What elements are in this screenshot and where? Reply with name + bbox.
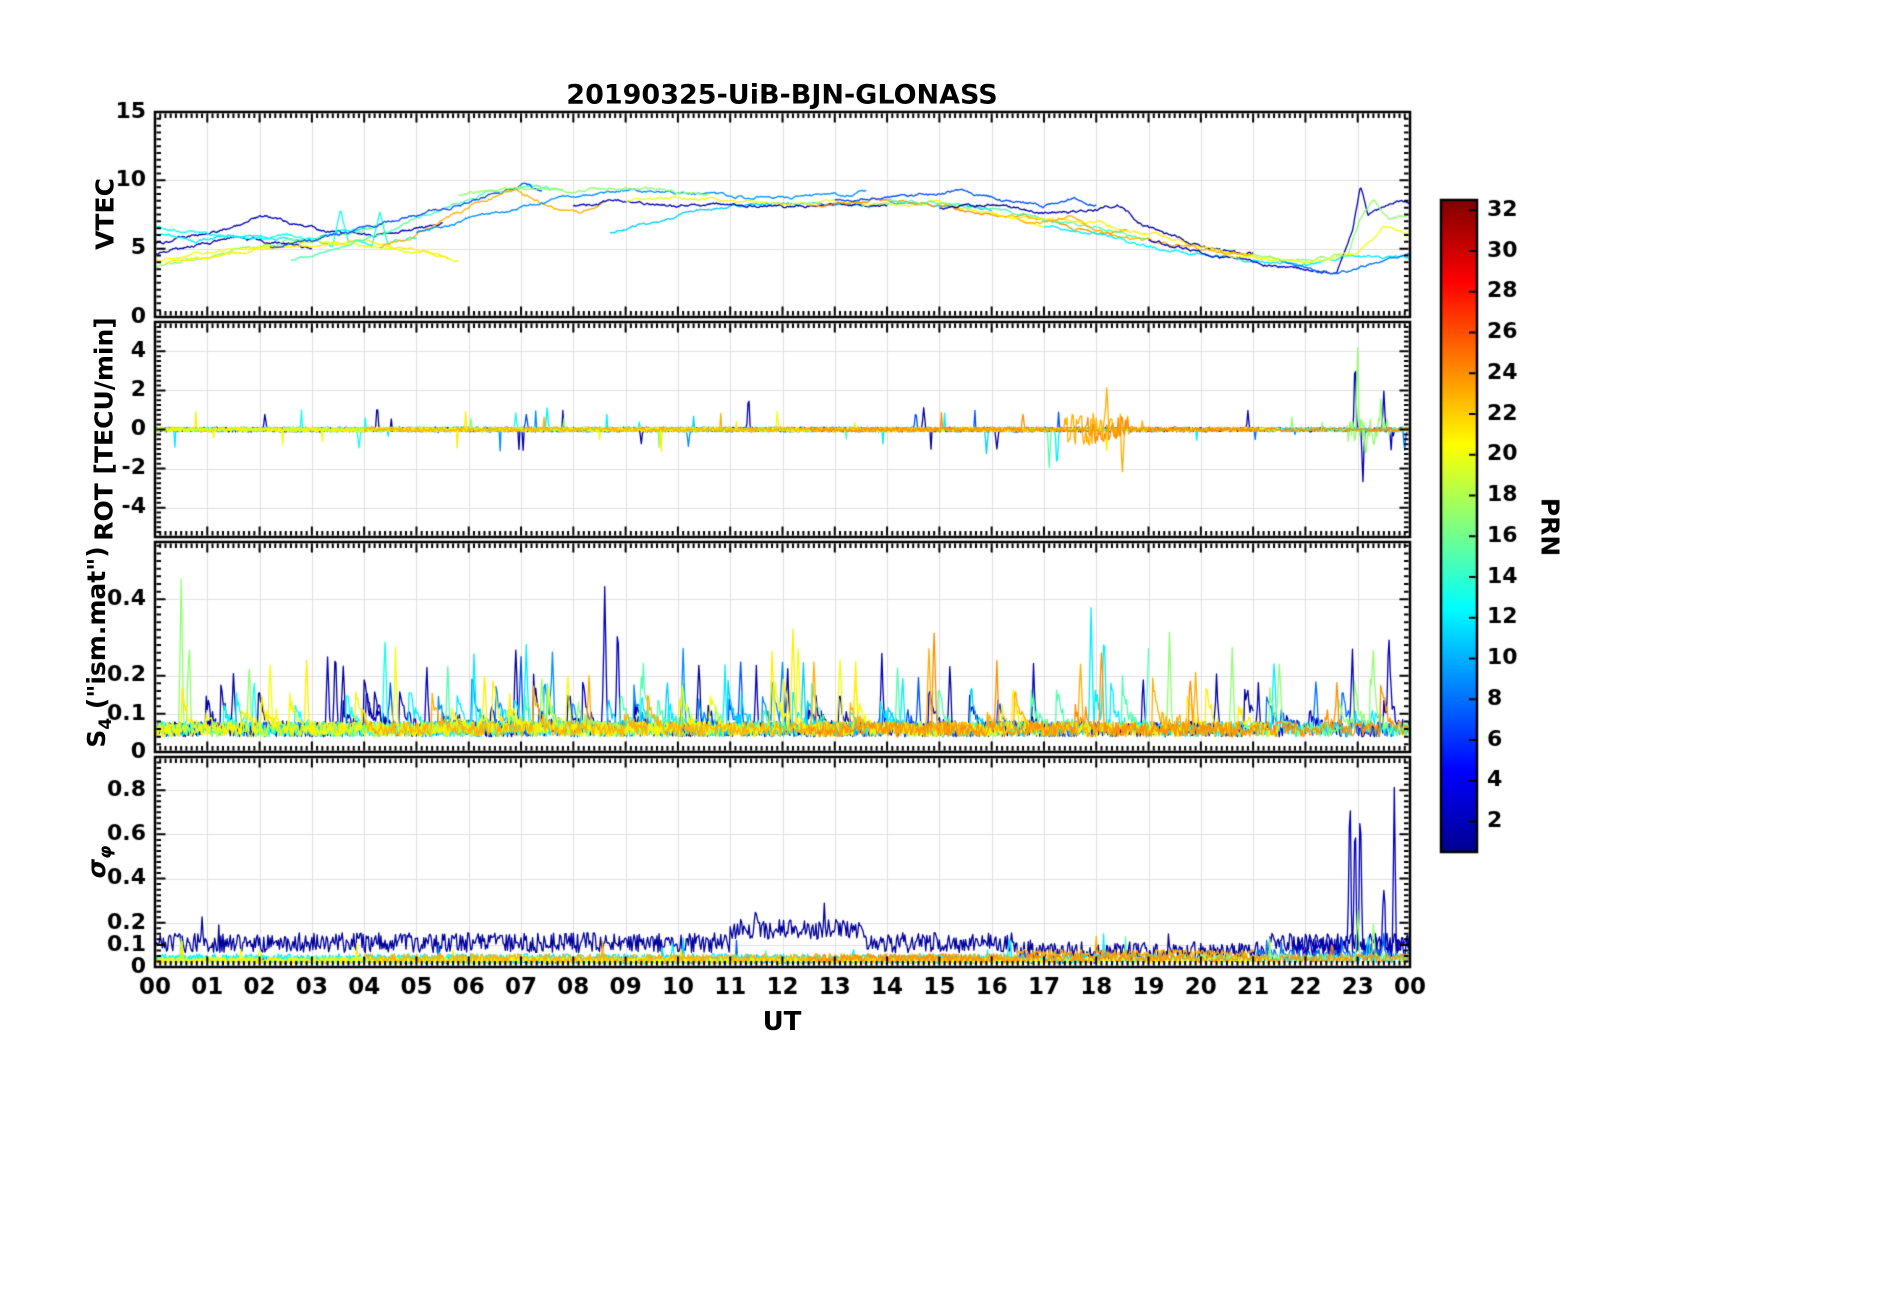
s4-label-rest: ("ism.mat") — [82, 546, 111, 718]
figure-title: 20190325-UiB-BJN-GLONASS — [566, 79, 998, 111]
vtec-axis-label: VTEC — [90, 178, 120, 250]
sigma-label-main: σ — [82, 858, 111, 879]
sigma-label-sub: φ — [96, 845, 116, 859]
s4-label-main: S — [82, 729, 111, 748]
x-axis-label: UT — [762, 1007, 802, 1037]
s4-axis-label: S4 ("ism.mat") — [82, 546, 116, 747]
s4-label-sub: 4 — [96, 717, 116, 730]
colorbar-label: PRN — [1535, 497, 1565, 557]
rot-axis-label: ROT [TECU/min] — [89, 317, 119, 541]
sigma-phi-axis-label: σφ — [82, 846, 116, 879]
